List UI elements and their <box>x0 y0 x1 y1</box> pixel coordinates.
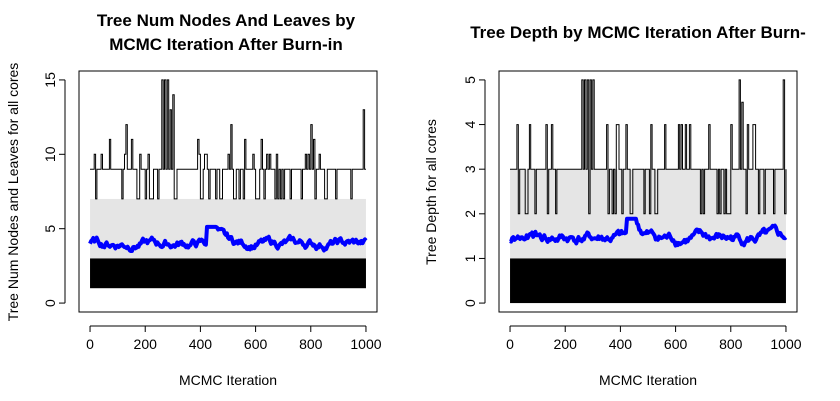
y-tick-label: 1 <box>462 254 478 262</box>
y-tick-label: 0 <box>42 299 58 307</box>
max-series-line <box>510 79 787 215</box>
x-tick-label: 400 <box>609 336 633 352</box>
x-tick-label: 400 <box>189 336 213 352</box>
plot-area <box>509 79 788 304</box>
x-axis: 0 200 400 600 800 1000 <box>506 325 802 352</box>
min-series-fill <box>90 258 366 289</box>
panel-nodes-leaves: Tree Num Nodes And Leaves by MCMC Iterat… <box>5 11 382 388</box>
x-axis-label: MCMC Iteration <box>179 372 277 388</box>
min-series-fill <box>510 258 786 304</box>
plot-frame <box>78 70 378 313</box>
x-tick-label: 800 <box>719 336 743 352</box>
x-tick-label: 200 <box>554 336 578 352</box>
x-tick-label: 200 <box>134 336 158 352</box>
chart-title-line1: Tree Num Nodes And Leaves by <box>97 11 356 30</box>
max-series-line <box>90 79 366 200</box>
x-tick-label: 600 <box>664 336 688 352</box>
y-tick-label: 15 <box>42 72 58 88</box>
plot-area <box>88 79 368 289</box>
y-tick-label: 5 <box>462 76 478 84</box>
y-axis-label: Tree Depth for all cores <box>423 119 439 265</box>
y-tick-label: 3 <box>462 165 478 173</box>
x-tick-label: 1000 <box>350 336 381 352</box>
mean-series-line <box>509 216 788 248</box>
y-axis-label: Tree Num Nodes and Leaves for all cores <box>5 63 21 322</box>
y-tick-label: 5 <box>42 225 58 233</box>
x-tick-label: 800 <box>299 336 323 352</box>
y-tick-label: 10 <box>42 146 58 162</box>
y-axis: 0 5 10 15 <box>42 72 66 307</box>
y-tick-label: 4 <box>462 120 478 128</box>
y-axis: 0 1 2 3 4 5 <box>462 76 486 307</box>
x-tick-label: 1000 <box>770 336 801 352</box>
chart-title-line2: MCMC Iteration After Burn-in <box>109 35 343 54</box>
plot-frame <box>498 70 798 313</box>
panel-depth: Tree Depth by MCMC Iteration After Burn-… <box>423 23 806 388</box>
x-axis: 0 200 400 600 800 1000 <box>86 325 382 352</box>
chart-title-line1: Tree Depth by MCMC Iteration After Burn- <box>470 23 806 42</box>
x-tick-label: 0 <box>86 336 94 352</box>
x-axis-label: MCMC Iteration <box>599 372 697 388</box>
y-tick-label: 0 <box>462 299 478 307</box>
x-tick-label: 0 <box>506 336 514 352</box>
x-tick-label: 600 <box>244 336 268 352</box>
mean-series-line <box>88 224 368 253</box>
y-tick-label: 2 <box>462 210 478 218</box>
